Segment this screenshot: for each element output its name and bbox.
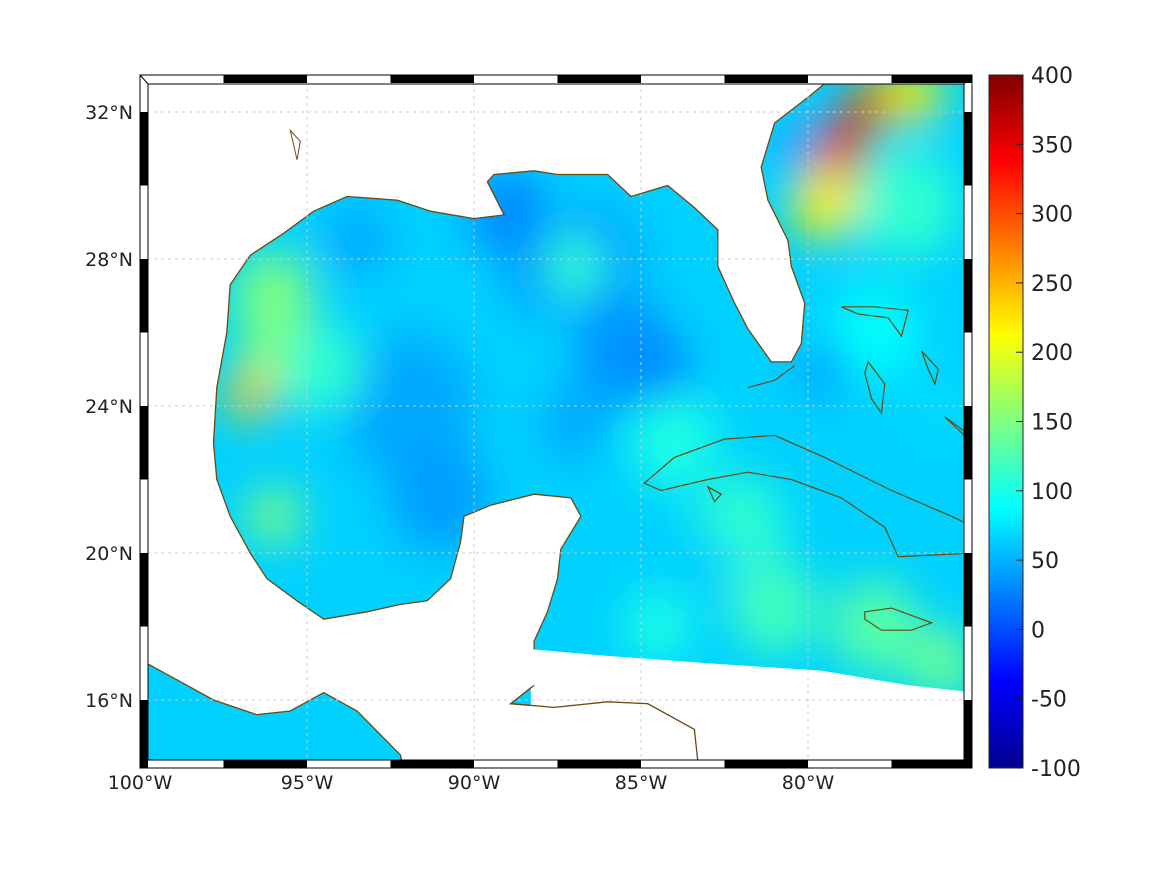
x-axis-ticks: 100°W 95°W 90°W 85°W 80°W [108, 772, 835, 794]
frame-corner [139, 759, 149, 769]
data-feature [323, 203, 391, 278]
coastline-central-america [509, 684, 699, 760]
frame-segment [390, 75, 474, 83]
colorbar: 400 350 300 250 200 150 100 50 0 -50 -100 [988, 64, 1081, 782]
plot-area [148, 84, 964, 760]
x-tick-label: 90°W [448, 772, 501, 794]
coastlines [289, 128, 964, 760]
data-feature [540, 387, 608, 462]
frame-segment [140, 700, 148, 768]
y-tick-label: 24°N [85, 396, 133, 418]
island-cuba [643, 434, 964, 558]
frame-corner [963, 759, 973, 769]
map-frame [139, 74, 973, 769]
data-feature [674, 534, 742, 609]
data-feature [624, 589, 692, 664]
frame-segment [964, 406, 972, 480]
frame-segment [964, 700, 972, 768]
x-tick-label: 100°W [108, 772, 173, 794]
y-tick-label: 28°N [85, 249, 133, 271]
x-tick-label: 85°W [615, 772, 668, 794]
island-andros [864, 360, 886, 415]
colorbar-tick-label: -100 [1031, 757, 1081, 782]
frame-segment [140, 259, 148, 333]
frame-segment [891, 75, 972, 83]
colorbar-tick-label: 300 [1031, 203, 1073, 228]
island-eleuthera [921, 350, 939, 386]
frame-segment [140, 112, 148, 186]
data-feature [544, 233, 605, 300]
frame-segment [964, 259, 972, 333]
colorbar-tick-label: 200 [1031, 341, 1073, 366]
data-feature [624, 332, 692, 406]
colorbar-tick-label: 50 [1031, 549, 1059, 574]
colorbar-tick-label: 250 [1031, 272, 1073, 297]
data-feature [888, 84, 942, 124]
lake-outline [289, 128, 301, 160]
no-data-mask [148, 84, 964, 760]
colorbar-tick-label: 150 [1031, 411, 1073, 436]
gridlines [148, 84, 964, 760]
data-feature [851, 84, 899, 127]
frame-segment [964, 553, 972, 627]
frame-segment [724, 760, 808, 768]
frame-segment [557, 75, 641, 83]
y-axis-ticks: 32°N 28°N 24°N 20°N 16°N [85, 102, 133, 712]
data-feature [791, 167, 859, 241]
colorbar-tick-label: 100 [1031, 480, 1073, 505]
frame-segment [964, 112, 972, 186]
frame-segment [390, 760, 474, 768]
no-data-caribbean-south [524, 648, 964, 760]
data-feature [246, 486, 301, 546]
island-jamaica [864, 607, 934, 631]
y-tick-label: 32°N [85, 102, 133, 124]
island-long [944, 416, 964, 436]
colorbar-tick-label: 400 [1031, 64, 1073, 89]
data-feature [777, 126, 819, 171]
frame-segment [557, 760, 641, 768]
island-isla-juventud [706, 485, 723, 503]
colorbar-tick-label: -50 [1031, 688, 1067, 713]
data-feature [908, 626, 964, 700]
frame-segment [724, 75, 808, 83]
data-feature [283, 325, 364, 414]
frame-segment [891, 760, 972, 768]
frame-segment [223, 760, 307, 768]
frame-segment [223, 75, 307, 83]
colorbar-tick-label: 350 [1031, 133, 1073, 158]
colorbar-tick-label: 0 [1031, 618, 1045, 643]
data-feature [630, 394, 718, 491]
data-feature [858, 148, 959, 259]
data-feature [908, 369, 964, 443]
frame-corner [963, 74, 973, 85]
colorbar-ticks: 400 350 300 250 200 150 100 50 0 -50 -100 [1016, 64, 1081, 782]
x-tick-label: 95°W [281, 772, 334, 794]
florida-keys [747, 365, 795, 389]
data-field [226, 84, 964, 700]
data-feature [731, 560, 819, 656]
y-tick-label: 20°N [85, 543, 133, 565]
data-feature [801, 343, 849, 395]
island-abaco [841, 306, 909, 338]
x-tick-label: 80°W [782, 772, 835, 794]
frame-corner [139, 74, 149, 85]
frame-segment [140, 553, 148, 627]
data-feature [226, 369, 274, 421]
frame-segment [140, 406, 148, 480]
y-tick-label: 16°N [85, 690, 133, 712]
data-feature [233, 251, 314, 340]
